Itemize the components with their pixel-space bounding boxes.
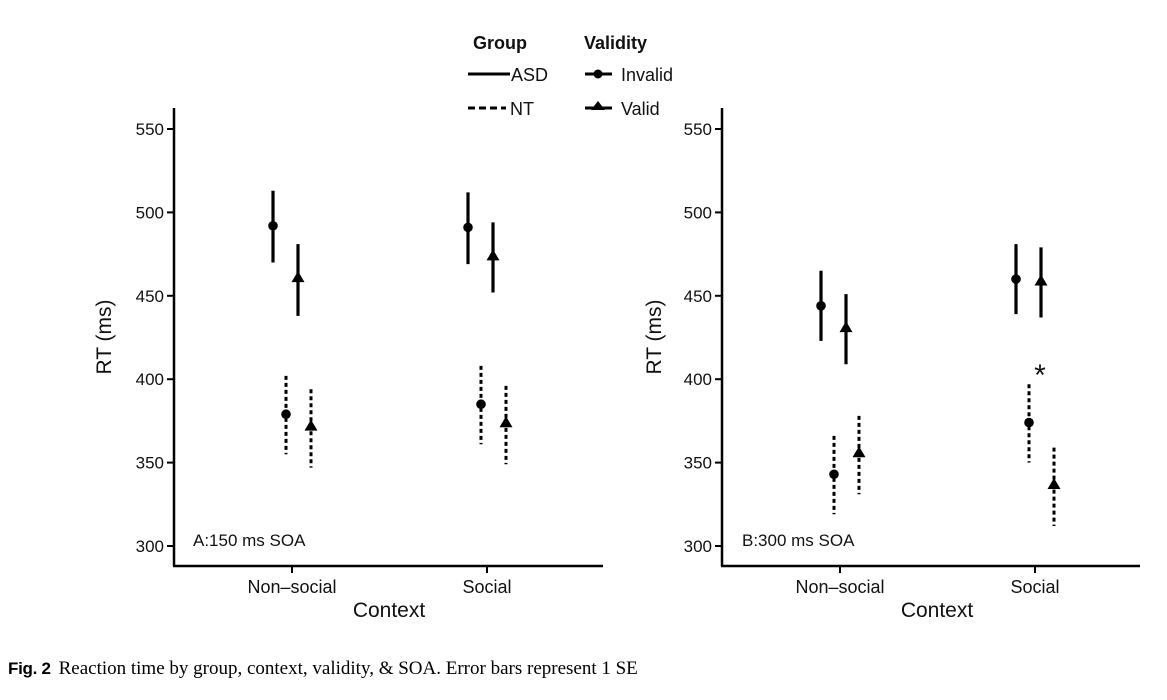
data-point-nt-valid	[499, 385, 513, 465]
triangle-marker	[486, 249, 500, 261]
y-tick-label: 500	[136, 203, 164, 222]
panel-b-axes	[720, 108, 1140, 568]
panel-b: 300 350 400 450 500 550 Non–social Social * B:…	[643, 108, 1140, 622]
y-tick-label: 400	[684, 370, 712, 389]
data-point-asd-invalid	[1011, 244, 1021, 315]
legend: Group Validity ASD NT Invalid Valid	[468, 33, 673, 119]
y-tick-label: 550	[136, 120, 164, 139]
data-point-nt-valid	[852, 415, 866, 495]
panel-b-label: B:300 ms SOA	[742, 531, 855, 550]
panel-a: 300 350 400 450 500 550 Non–social Social A:15…	[93, 108, 603, 622]
panel-a-x-axis-title: Context	[353, 599, 426, 622]
data-point-asd-valid	[1034, 247, 1048, 318]
figure-caption-text: Reaction time by group, context, validit…	[58, 658, 638, 679]
data-point-nt-valid	[1047, 447, 1061, 526]
triangle-marker	[839, 321, 853, 333]
circle-marker	[476, 399, 486, 410]
legend-nt-label: NT	[510, 99, 534, 119]
circle-marker	[268, 220, 278, 231]
figure-caption: Fig. 2 Reaction time by group, context, v…	[8, 658, 638, 680]
y-tick-label: 350	[684, 454, 712, 473]
circle-marker	[1011, 274, 1021, 284]
data-point-asd-valid	[486, 222, 500, 293]
circle-marker	[463, 222, 473, 233]
data-point-asd-invalid	[463, 192, 473, 265]
triangle-marker	[1047, 477, 1061, 489]
legend-group-title: Group	[473, 33, 527, 53]
x-tick-label: Non–social	[247, 577, 336, 597]
figure: Group Validity ASD NT Invalid Valid 3003…	[93, 33, 1140, 622]
y-tick-label: 350	[136, 454, 164, 473]
panel-b-y-axis-title: RT (ms)	[643, 299, 666, 374]
circle-marker	[1024, 417, 1034, 428]
circle-marker	[816, 301, 826, 311]
legend-valid-label: Valid	[621, 99, 660, 119]
panel-b-marks: *	[816, 244, 1061, 526]
circle-marker	[281, 409, 291, 420]
triangle-marker	[499, 416, 513, 428]
y-tick-label: 550	[684, 120, 712, 139]
y-tick-label: 450	[136, 287, 164, 306]
panel-a-marks	[268, 190, 513, 468]
data-point-asd-invalid	[268, 190, 278, 263]
triangle-marker	[304, 419, 318, 431]
y-tick-label: 450	[684, 287, 712, 306]
panel-b-x-ticks: Non–social Social	[795, 566, 1060, 597]
triangle-marker	[852, 446, 866, 458]
panel-a-axes	[172, 108, 603, 568]
triangle-marker	[291, 271, 305, 283]
panel-a-label: A:150 ms SOA	[193, 531, 306, 550]
y-tick-label: 300	[136, 537, 164, 556]
data-point-nt-invalid	[476, 365, 486, 445]
legend-invalid-label: Invalid	[621, 65, 673, 85]
data-point-nt-invalid	[1024, 384, 1034, 463]
data-point-asd-invalid	[816, 270, 826, 341]
data-point-asd-valid	[291, 244, 305, 316]
legend-validity-title: Validity	[584, 33, 647, 53]
panel-b-x-axis-title: Context	[901, 599, 974, 622]
x-tick-label: Social	[462, 577, 511, 597]
data-point-nt-valid	[304, 389, 318, 468]
legend-valid-triangle-icon	[591, 101, 605, 110]
triangle-marker	[1034, 274, 1048, 286]
panel-b-y-ticks: 300 350 400 450 500 550	[684, 120, 722, 556]
panel-a-y-axis-title: RT (ms)	[93, 299, 116, 374]
x-tick-label: Social	[1010, 577, 1059, 597]
panel-a-x-ticks: Non–social Social	[247, 566, 512, 597]
legend-invalid-circle-icon	[593, 69, 603, 79]
y-tick-label: 500	[684, 203, 712, 222]
y-tick-label: 300	[684, 537, 712, 556]
panel-a-y-ticks: 300 350 400 450 500 550	[136, 120, 174, 556]
data-point-asd-valid	[839, 294, 853, 365]
circle-marker	[829, 469, 839, 480]
data-point-nt-invalid	[281, 375, 291, 455]
data-point-nt-invalid	[829, 435, 839, 515]
x-tick-label: Non–social	[795, 577, 884, 597]
legend-asd-label: ASD	[511, 65, 548, 85]
figure-caption-label: Fig. 2	[8, 659, 51, 678]
y-tick-label: 400	[136, 370, 164, 389]
significance-asterisk: *	[1034, 359, 1046, 392]
